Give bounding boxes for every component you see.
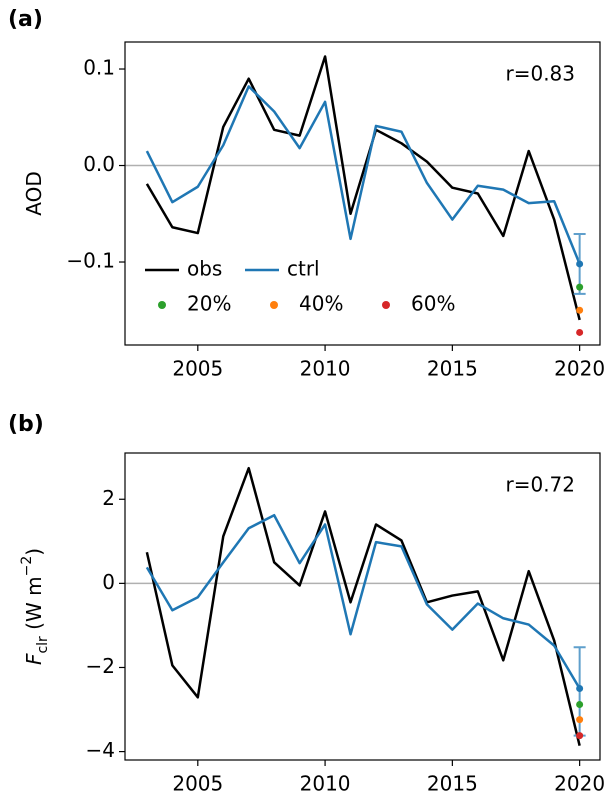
y-tick-label: 2: [102, 486, 115, 510]
scenario-point: [576, 328, 584, 336]
y-tick-label: 0.0: [83, 152, 115, 176]
panel-label: (b): [8, 412, 44, 437]
legend-label: obs: [187, 257, 222, 281]
y-axis-label-part: (W m: [22, 576, 46, 636]
y-tick-label: 0.1: [83, 56, 115, 80]
annotation: r=0.72: [505, 473, 575, 497]
legend-label: 40%: [299, 292, 343, 316]
series-line: [145, 85, 581, 265]
y-axis-label: Fclr (W m−2): [19, 548, 51, 665]
scenario-point: [576, 306, 584, 314]
y-tick-label: −2: [86, 654, 115, 678]
legend-label: 60%: [411, 292, 455, 316]
scenario-point: [576, 700, 584, 708]
x-tick-label: 2015: [427, 772, 478, 796]
x-tick-label: 2005: [172, 357, 223, 381]
x-tick-label: 2010: [300, 772, 351, 796]
x-tick-label: 2010: [300, 357, 351, 381]
scenario-point: [576, 732, 584, 740]
panel-label: (a): [8, 7, 43, 32]
x-tick-label: 2020: [554, 772, 605, 796]
x-tick-label: 2015: [427, 357, 478, 381]
plot-frame: [124, 452, 601, 761]
series-line: [145, 466, 581, 746]
y-axis-label-part: −2: [19, 556, 35, 577]
x-tick-label: 2020: [554, 357, 605, 381]
y-axis-label: AOD: [22, 171, 46, 215]
legend-label: 20%: [187, 292, 231, 316]
legend-swatch: [158, 301, 166, 309]
y-tick-label: −0.1: [66, 249, 115, 273]
y-axis-label-part: clr: [35, 636, 51, 654]
scenario-point: [576, 716, 584, 724]
x-tick-label: 2005: [172, 772, 223, 796]
legend-swatch: [382, 301, 390, 309]
series-line: [145, 513, 581, 690]
series-end-point: [576, 260, 584, 268]
plot-frame: [124, 41, 601, 346]
legend-swatch: [270, 301, 278, 309]
y-tick-label: −4: [86, 738, 115, 762]
y-axis-label-part: ): [22, 548, 46, 556]
annotation: r=0.83: [505, 62, 575, 86]
legend-label: ctrl: [287, 257, 320, 281]
series-line: [145, 55, 581, 321]
y-axis-label-part: F: [22, 653, 46, 665]
series-end-point: [576, 685, 584, 693]
scenario-point: [576, 283, 584, 291]
y-axis-label-part: AOD: [22, 171, 46, 215]
y-tick-label: 0: [102, 570, 115, 594]
